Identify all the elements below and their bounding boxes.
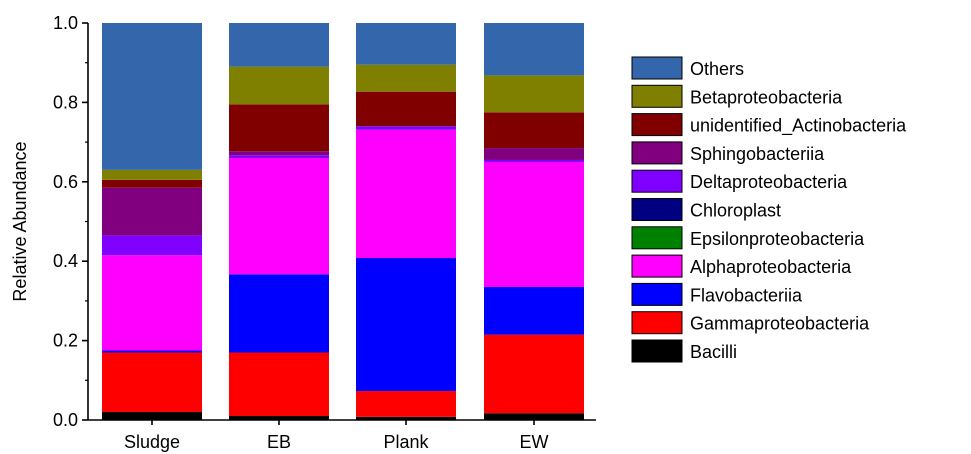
bar-segment-plank-gammaproteobacteria	[356, 391, 456, 417]
bar-segment-sludge-others	[102, 23, 202, 170]
legend-swatch-betaproteobacteria	[631, 84, 683, 108]
legend-swatch-epsilonproteobacteria	[631, 226, 683, 250]
bar-segment-ew-others	[484, 23, 584, 76]
bar-segment-ew-unidentified-actinobacteria	[484, 112, 584, 149]
legend-swatch-chloroplast	[631, 198, 683, 221]
axes: 0.0 0.2 0.4 0.6 0.8 1.0 Sludge EB Plank EW	[53, 13, 596, 452]
legend-swatch-flavobacteriia	[631, 282, 683, 306]
legend-label: Sphingobacteriia	[690, 144, 825, 164]
bar-segment-ew-alphaproteobacteria	[484, 161, 584, 288]
legend-label: Bacilli	[690, 342, 737, 362]
legend-label: Gammaproteobacteria	[690, 314, 870, 334]
bar-segment-eb-betaproteobacteria	[229, 66, 329, 105]
bar-segment-sludge-flavobacteriia	[102, 350, 202, 353]
bar-segment-ew-flavobacteriia	[484, 287, 584, 335]
bar-segment-sludge-sphingobacteriia	[102, 187, 202, 236]
legend-swatch-deltaproteobacteria	[631, 169, 683, 193]
bar-segment-ew-sphingobacteriia	[484, 148, 584, 160]
legend-label: Alphaproteobacteria	[690, 257, 852, 277]
bar-segment-plank-flavobacteriia	[356, 258, 456, 392]
legend-label: Epsilonproteobacteria	[690, 229, 865, 249]
bar-segment-eb-gammaproteobacteria	[229, 352, 329, 417]
bar-segment-ew-deltaproteobacteria	[484, 159, 584, 162]
bar-segment-eb-deltaproteobacteria	[229, 155, 329, 158]
x-tick-label: Plank	[383, 432, 429, 452]
legend-label: Betaproteobacteria	[690, 87, 843, 107]
x-tick-label: EB	[267, 432, 291, 452]
y-axis-label: Relative Abundance	[10, 141, 30, 301]
bars-group	[102, 23, 584, 420]
x-tick-label: Sludge	[124, 432, 180, 452]
legend-swatch-alphaproteobacteria	[631, 254, 683, 278]
legend-label: unidentified_Actinobacteria	[690, 116, 907, 137]
bar-segment-sludge-unidentified-actinobacteria	[102, 179, 202, 188]
bar-segment-plank-alphaproteobacteria	[356, 129, 456, 259]
bar-segment-eb-others	[229, 23, 329, 67]
legend-swatch-gammaproteobacteria	[631, 311, 683, 335]
bar-segment-sludge-alphaproteobacteria	[102, 255, 202, 351]
bar-segment-eb-sphingobacteriia	[229, 151, 329, 156]
bar-segment-eb-bacilli	[229, 416, 329, 420]
bar-segment-ew-betaproteobacteria	[484, 75, 584, 113]
legend-label: Flavobacteriia	[690, 285, 803, 305]
y-tick-label: 0.8	[53, 92, 78, 112]
bar-segment-plank-betaproteobacteria	[356, 64, 456, 92]
bar-segment-ew-bacilli	[484, 413, 584, 420]
legend-label: Chloroplast	[690, 201, 781, 221]
bar-segment-plank-unidentified-actinobacteria	[356, 91, 456, 127]
y-tick-label: 0.6	[53, 172, 78, 192]
x-tick-label: EW	[520, 432, 549, 452]
legend-swatch-sphingobacteriia	[631, 141, 683, 165]
y-tick-label: 1.0	[53, 13, 78, 33]
y-tick-label: 0.2	[53, 331, 78, 351]
y-tick-label: 0.4	[53, 251, 78, 271]
bar-segment-eb-flavobacteriia	[229, 274, 329, 353]
legend-swatch-others	[631, 56, 683, 80]
y-tick-label: 0.0	[53, 410, 78, 430]
bar-segment-sludge-bacilli	[102, 412, 202, 420]
bar-segment-eb-alphaproteobacteria	[229, 157, 329, 275]
legend-label: Deltaproteobacteria	[690, 172, 848, 192]
bar-segment-eb-unidentified-actinobacteria	[229, 104, 329, 152]
legend-label: Others	[690, 59, 744, 79]
bar-segment-sludge-betaproteobacteria	[102, 169, 202, 180]
legend-swatch-unidentified-actinobacteria	[631, 113, 683, 137]
bar-segment-ew-gammaproteobacteria	[484, 334, 584, 414]
bar-segment-plank-others	[356, 23, 456, 65]
bar-segment-sludge-deltaproteobacteria	[102, 235, 202, 256]
legend-swatch-bacilli	[631, 339, 683, 363]
bar-segment-plank-deltaproteobacteria	[356, 126, 456, 130]
legend: Others Betaproteobacteria unidentified_Act…	[631, 56, 907, 363]
bar-segment-plank-bacilli	[356, 416, 456, 420]
bar-segment-sludge-gammaproteobacteria	[102, 352, 202, 413]
